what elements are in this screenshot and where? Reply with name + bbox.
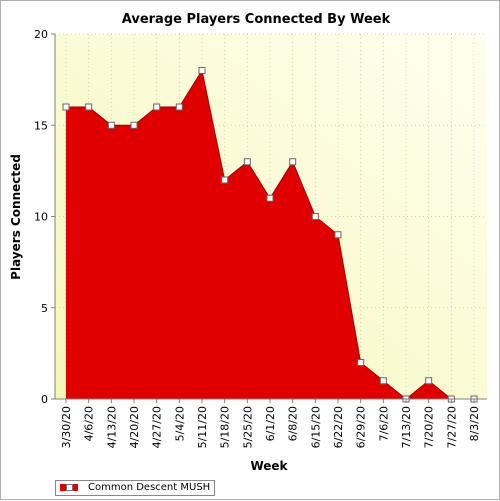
data-point: [221, 176, 229, 184]
legend-marker: [66, 484, 73, 491]
y-axis-label: Players Connected: [9, 154, 23, 280]
x-tick-label: 5/25/20: [241, 406, 254, 448]
chart-title: Average Players Connected By Week: [122, 12, 391, 27]
x-tick-label: 6/15/20: [309, 406, 322, 448]
x-tick-label: 7/27/20: [445, 406, 458, 448]
data-point: [198, 67, 206, 74]
legend-label: Common Descent MUSH: [88, 482, 211, 493]
y-tick-label: 15: [34, 119, 48, 132]
data-point: [357, 359, 365, 366]
series-area: [66, 70, 474, 399]
x-tick-label: 7/13/20: [400, 406, 413, 448]
data-point: [311, 213, 319, 220]
x-tick-label: 6/8/20: [287, 406, 300, 441]
x-tick-label: 6/29/20: [355, 406, 368, 448]
data-point: [130, 121, 138, 129]
data-point: [243, 158, 251, 166]
data-point: [107, 121, 115, 129]
x-tick-label: 4/27/20: [151, 406, 164, 448]
y-tick-label: 0: [41, 393, 48, 406]
y-tick-label: 10: [34, 211, 48, 224]
data-point: [85, 103, 93, 111]
data-point: [153, 103, 161, 111]
x-tick-label: 4/6/20: [83, 406, 96, 441]
data-point: [334, 231, 342, 239]
x-tick-label: 5/18/20: [219, 406, 232, 448]
y-tick-label: 5: [41, 302, 48, 315]
data-point: [379, 377, 387, 385]
x-tick-label: 5/11/20: [196, 406, 209, 448]
x-tick-label: 8/3/20: [468, 406, 481, 441]
x-tick-label: 7/20/20: [423, 406, 436, 448]
x-tick-label: 4/13/20: [105, 406, 118, 448]
x-tick-label: 4/20/20: [128, 406, 141, 448]
legend: Common Descent MUSH: [55, 480, 215, 496]
data-point: [62, 103, 70, 111]
x-tick-label: 6/22/20: [332, 406, 345, 448]
x-tick-label: 6/1/20: [264, 406, 277, 441]
data-point: [266, 194, 274, 202]
data-point: [425, 377, 433, 385]
x-tick-label: 5/4/20: [173, 406, 186, 441]
x-tick-label: 3/30/20: [60, 406, 73, 448]
y-tick-label: 20: [34, 28, 48, 41]
data-point: [175, 103, 183, 111]
x-axis-label: Week: [250, 459, 288, 473]
x-tick-label: 7/6/20: [377, 406, 390, 441]
data-point: [289, 158, 297, 166]
